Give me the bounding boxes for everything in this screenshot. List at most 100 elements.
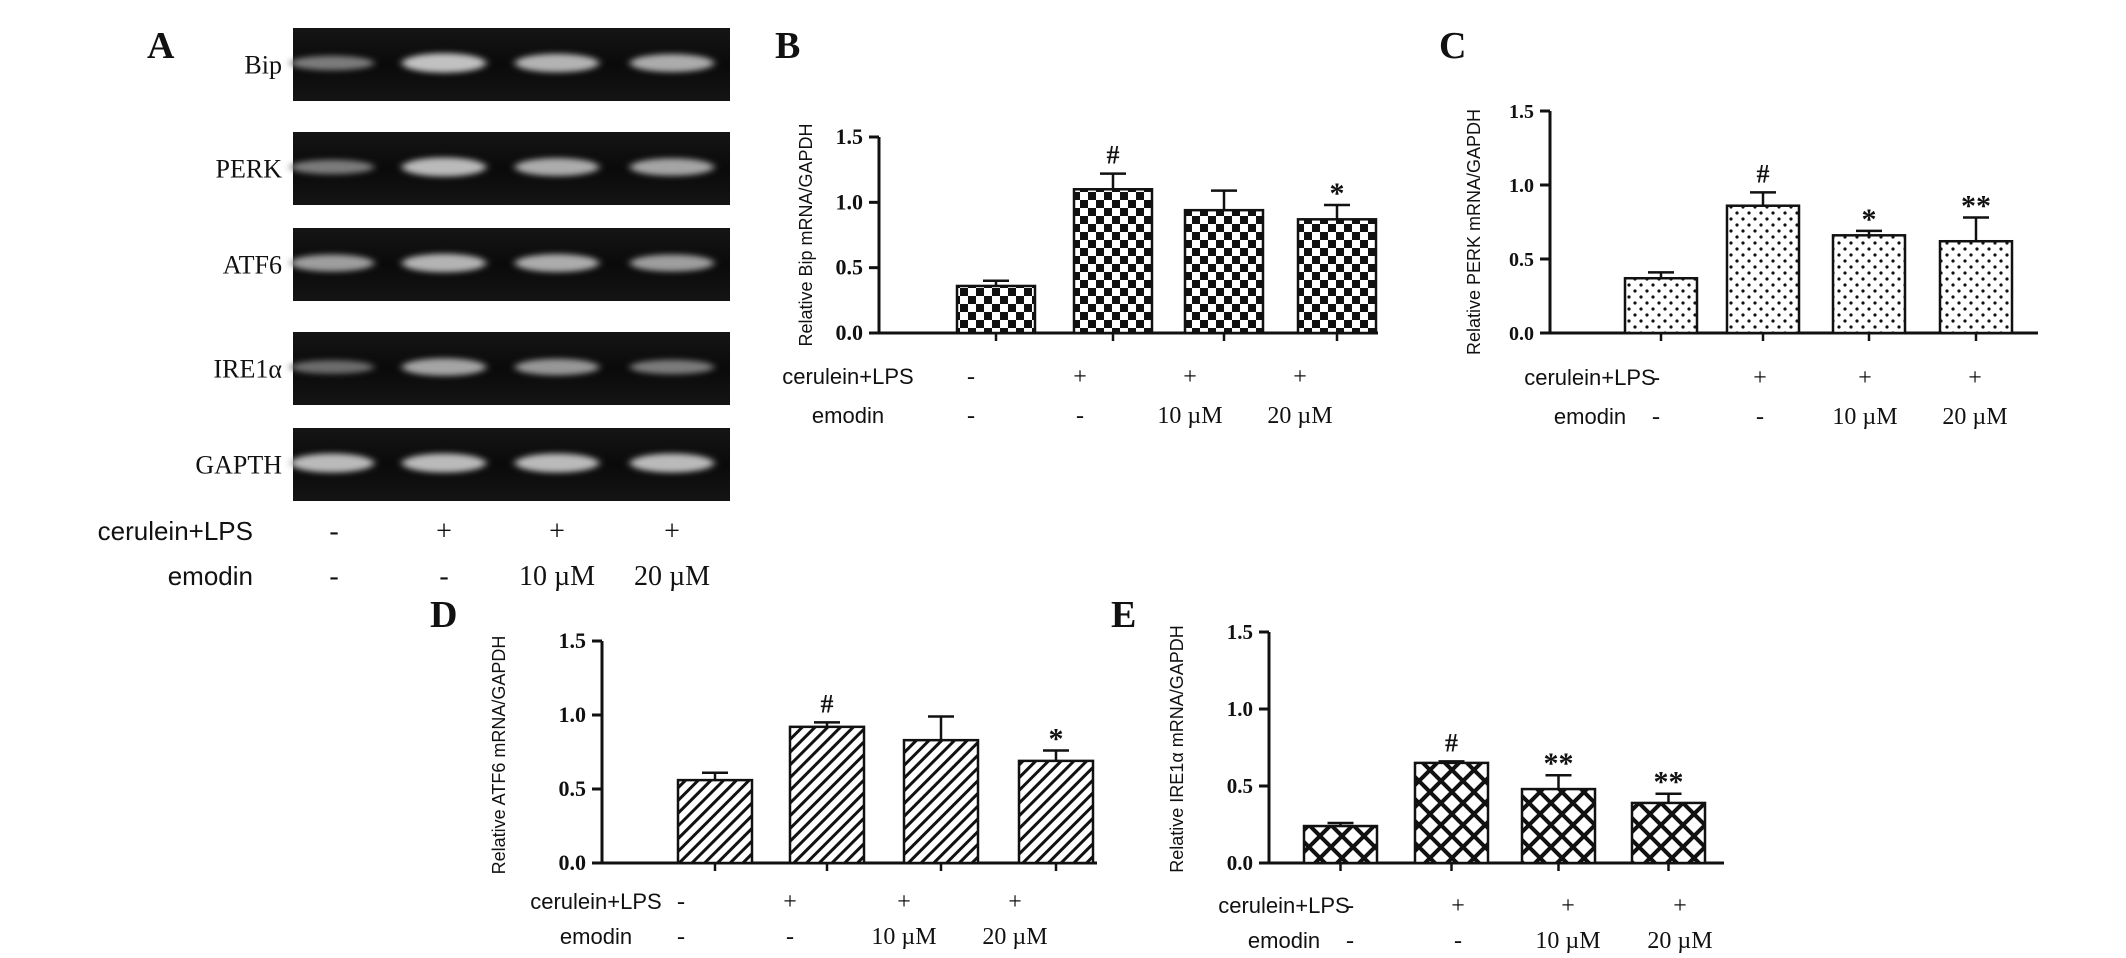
y-tick-label: 1.5 bbox=[1227, 620, 1253, 644]
cerulein-label: cerulein+LPS bbox=[1218, 893, 1349, 918]
gel-band bbox=[515, 158, 599, 177]
gel-row: ATF6 bbox=[223, 228, 730, 301]
emodin-value: - bbox=[1652, 404, 1660, 430]
emodin-value: 10 µM bbox=[1157, 403, 1222, 429]
cerulein-value: + bbox=[664, 516, 680, 547]
emodin-value: - bbox=[1756, 404, 1764, 430]
y-tick-label: 0.0 bbox=[1509, 323, 1534, 345]
gel-band bbox=[290, 360, 374, 374]
emodin-value: - bbox=[1454, 928, 1462, 954]
emodin-value: 20 µM bbox=[1267, 403, 1332, 429]
emodin-label: emodin bbox=[812, 403, 884, 428]
bar bbox=[1630, 801, 1707, 865]
bar bbox=[1413, 761, 1490, 865]
cerulein-value: - bbox=[967, 364, 975, 390]
bar bbox=[1938, 239, 2014, 335]
gel-band bbox=[630, 453, 714, 473]
emodin-value: - bbox=[1076, 403, 1084, 429]
y-tick-label: 1.0 bbox=[836, 189, 864, 214]
significance-label: * bbox=[1330, 177, 1345, 210]
emodin-value: 10 µM bbox=[519, 561, 595, 592]
cerulein-label: cerulein+LPS bbox=[530, 889, 661, 914]
cerulein-value: - bbox=[1346, 893, 1354, 919]
y-tick-label: 0.5 bbox=[1227, 774, 1253, 798]
bar bbox=[676, 778, 754, 865]
emodin-value: 20 µM bbox=[982, 924, 1047, 950]
emodin-value: 20 µM bbox=[1647, 928, 1712, 954]
cerulein-value: + bbox=[1451, 893, 1465, 919]
gel-band bbox=[402, 253, 486, 273]
bar bbox=[1072, 188, 1154, 335]
panel-letter: B bbox=[775, 25, 800, 67]
atf6-chart: D 0.0 0.5 1.0 1.5 Relative ATF6 mRNA/GAPDH # * c… bbox=[430, 594, 1097, 950]
emodin-value: 20 µM bbox=[1942, 404, 2007, 430]
y-axis-label: Relative IRE1α mRNA/GAPDH bbox=[1167, 625, 1187, 872]
gel-band bbox=[515, 254, 599, 273]
gel-row: PERK bbox=[216, 132, 730, 205]
gel-band bbox=[515, 53, 599, 73]
emodin-value: 10 µM bbox=[871, 924, 936, 950]
panel-letter: D bbox=[430, 594, 457, 636]
bar bbox=[955, 284, 1037, 335]
cerulein-value: + bbox=[1968, 365, 1982, 391]
significance-label: # bbox=[821, 689, 834, 718]
cerulein-value: - bbox=[1652, 365, 1660, 391]
cerulein-value: - bbox=[677, 889, 685, 915]
significance-label: * bbox=[1862, 203, 1877, 236]
gel-row: GAPTH bbox=[195, 428, 730, 501]
emodin-value: 10 µM bbox=[1535, 928, 1600, 954]
y-tick-label: 1.5 bbox=[559, 628, 587, 653]
y-axis-label: Relative ATF6 mRNA/GAPDH bbox=[489, 636, 509, 875]
emodin-value: 10 µM bbox=[1832, 404, 1897, 430]
cerulein-value: + bbox=[1008, 889, 1022, 915]
bar bbox=[1831, 234, 1907, 335]
gel-row-label: IRE1α bbox=[213, 355, 282, 384]
gel-band bbox=[630, 54, 714, 73]
significance-label: ** bbox=[1654, 766, 1684, 799]
gel-band bbox=[630, 359, 714, 375]
emodin-value: - bbox=[329, 561, 338, 592]
cerulein-value: + bbox=[1561, 893, 1575, 919]
bar bbox=[1623, 276, 1699, 335]
significance-label: ** bbox=[1544, 747, 1574, 780]
cerulein-label: cerulein+LPS bbox=[1524, 365, 1655, 390]
gel-band bbox=[290, 453, 374, 473]
emodin-label: emodin bbox=[1248, 928, 1320, 953]
cerulein-value: + bbox=[1183, 364, 1197, 390]
panel-letter-a: A bbox=[147, 25, 175, 67]
bar bbox=[1302, 824, 1379, 865]
significance-label: # bbox=[1757, 159, 1770, 188]
cerulein-label: cerulein+LPS bbox=[782, 364, 913, 389]
cerulein-value: + bbox=[1753, 365, 1767, 391]
cerulein-value: + bbox=[549, 516, 565, 547]
gel-row-label: GAPTH bbox=[195, 451, 282, 480]
gel-row-label: ATF6 bbox=[223, 251, 282, 280]
cerulein-value: + bbox=[897, 889, 911, 915]
emodin-value: - bbox=[786, 924, 794, 950]
y-axis-label: Relative PERK mRNA/GAPDH bbox=[1464, 109, 1484, 355]
significance-label: * bbox=[1049, 723, 1064, 756]
gel-panel: A Bip PERK ATF6 IRE1α GAPTH cerulein+LPS emod… bbox=[98, 25, 730, 592]
gel-band bbox=[630, 158, 714, 176]
y-tick-label: 0.5 bbox=[1509, 249, 1534, 271]
y-tick-label: 1.0 bbox=[559, 702, 587, 727]
cerulein-value: + bbox=[1293, 364, 1307, 390]
y-tick-label: 0.0 bbox=[836, 320, 864, 345]
y-tick-label: 0.0 bbox=[1227, 851, 1253, 875]
emodin-value: - bbox=[439, 561, 448, 592]
cerulein-value: + bbox=[1073, 364, 1087, 390]
gel-band bbox=[630, 254, 714, 272]
emodin-value: - bbox=[967, 403, 975, 429]
cerulein-value: + bbox=[436, 516, 452, 547]
bar bbox=[788, 725, 866, 865]
significance-label: # bbox=[1445, 728, 1458, 757]
significance-label: ** bbox=[1961, 190, 1991, 223]
emodin-label: emodin bbox=[1554, 404, 1626, 429]
panel-letter: C bbox=[1439, 25, 1466, 67]
bar bbox=[1520, 787, 1597, 865]
gel-band bbox=[402, 53, 486, 73]
panel-letter: E bbox=[1111, 594, 1136, 636]
y-tick-label: 0.5 bbox=[559, 776, 587, 801]
cerulein-value: + bbox=[1858, 365, 1872, 391]
